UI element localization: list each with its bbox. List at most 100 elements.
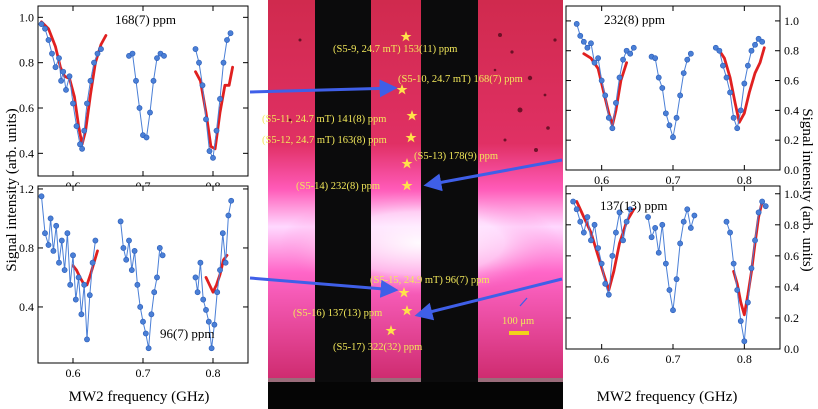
x-tick-label: 0.7 [136,366,151,380]
y-tick-label: 0.6 [19,101,34,115]
y-tick-label: 0.0 [784,342,799,356]
data-point [620,56,626,63]
data-point [228,197,235,204]
data-point [645,214,651,220]
data-point [670,134,676,141]
fit-curve [40,20,108,146]
data-point [659,85,666,91]
data-point [730,114,737,121]
data-point [687,50,694,57]
data-point [136,105,143,111]
marker-label: (S5-14) 232(8) ppm [296,181,380,192]
data-point [45,242,52,248]
data-point [605,114,612,121]
data-point [591,59,598,66]
data-point [47,215,54,222]
data-point [602,92,609,99]
data-point [613,229,619,236]
data-point [128,267,135,273]
y-tick-label: 0.4 [784,280,799,294]
data-point [87,77,94,84]
data-point [673,276,680,283]
data-point [609,252,616,259]
y-tick-label: 1.0 [784,187,799,201]
data-point [196,59,202,66]
data-point [573,206,580,213]
data-point [38,21,45,28]
star-icon [396,84,408,95]
y-tick-label: 0.2 [784,133,799,147]
panel-title: 168(7) ppm [115,12,176,27]
data-point [84,336,90,343]
marker-label: (S5-16) 137(13) ppm [293,308,382,319]
data-point [194,289,201,296]
y-tick-label: 0.8 [19,56,34,70]
x-tick-label: 0.6 [66,366,81,380]
data-point [684,206,691,213]
data-point [42,230,48,237]
data-point [81,127,88,134]
data-point [598,77,605,84]
data-point [652,55,659,62]
data-point [131,247,138,254]
data-point [161,52,167,59]
arrow-bottom-left [249,276,399,298]
data-point [727,89,733,96]
data-point [673,114,680,121]
data-point [605,291,612,298]
data-point [737,107,744,114]
data-point [53,222,60,229]
dark-stripe-right [421,0,478,382]
data-point [620,237,626,244]
data-point [73,123,80,130]
y-tick-label: 1.2 [19,182,34,196]
y-tick-label: 1.0 [784,14,799,28]
data-point [652,225,659,231]
data-point [598,260,605,267]
plot-frame [37,5,249,177]
data-point [648,234,655,241]
data-point [613,100,619,106]
star-icon [400,31,412,42]
data-point [217,96,223,102]
data-point [79,145,85,152]
arrow-top-left [249,79,398,98]
y-tick-label: 0.4 [19,146,34,160]
measurement-stars [385,31,418,336]
y-tick-label: 0.0 [784,163,799,177]
data-point [602,280,609,287]
data-point [217,267,223,273]
data-point [98,46,104,52]
data-point [737,318,744,324]
data-point [219,230,226,237]
data-point [687,225,694,231]
fit-curve [718,46,766,124]
data-point [129,50,136,57]
data-point [220,59,227,66]
data-point [680,218,687,225]
data-point [680,70,687,76]
data-point [691,212,698,219]
y-tick-label: 0.2 [784,311,799,325]
data-point [154,55,160,62]
scale-bar-label: 100 μm [502,316,534,327]
data-point [662,260,669,267]
data-point [75,274,82,281]
data-point [759,38,766,45]
data-point [752,41,758,48]
data-point [192,46,199,52]
marker-label: (S5-13) 178(9) ppm [414,151,498,162]
data-point [38,193,45,200]
y-tick-label: 0.8 [784,218,799,232]
data-point [616,74,623,81]
data-point [609,125,616,132]
data-point [211,321,218,328]
data-point [755,209,762,216]
data-point [154,274,160,281]
data-point [627,50,634,57]
x-tick-label: 0.8 [206,366,221,380]
data-point [213,127,220,134]
data-point [734,287,741,293]
data-point [72,296,79,303]
data-point [192,274,199,281]
